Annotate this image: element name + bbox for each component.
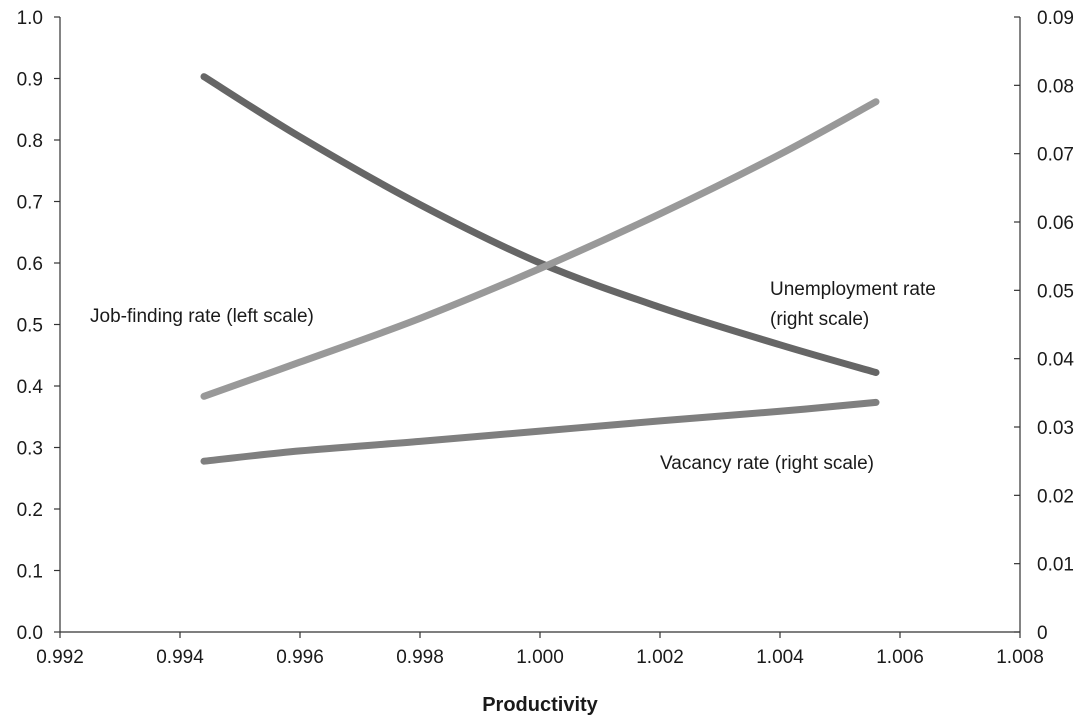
y-left-tick-label: 0.1 — [17, 562, 43, 583]
vacancy-rate-line — [200, 398, 880, 465]
vacancy-rate-label: Vacancy rate (right scale) — [660, 453, 874, 474]
chart-series — [200, 73, 880, 465]
y-left-tick-label: 0.5 — [17, 316, 43, 337]
y-right-tick-label: 0.05 — [1037, 281, 1074, 302]
y-right-tick-label: 0.09 — [1037, 8, 1074, 29]
y-left-tick-label: 0.7 — [17, 193, 43, 214]
y-left-tick-label: 1.0 — [17, 8, 43, 29]
y-left-tick-label: 0.2 — [17, 500, 43, 521]
y-right-tick-label: 0 — [1037, 623, 1048, 644]
y-right-tick-label: 0.01 — [1037, 555, 1074, 576]
y-right-tick-label: 0.04 — [1037, 350, 1074, 371]
x-tick-label: 1.002 — [636, 647, 684, 668]
x-tick-label: 1.004 — [756, 647, 804, 668]
x-tick-label: 1.000 — [516, 647, 564, 668]
job-finding-rate-line — [200, 73, 880, 376]
y-right-tick-label: 0.03 — [1037, 418, 1074, 439]
x-tick-label: 1.008 — [996, 647, 1044, 668]
x-axis-title: Productivity — [482, 694, 598, 716]
y-right-tick-label: 0.08 — [1037, 76, 1074, 97]
unemployment-rate-line — [200, 98, 880, 400]
unemployment-rate-label-line-2: (right scale) — [770, 309, 869, 330]
job-finding-rate-label: Job-finding rate (left scale) — [90, 306, 314, 327]
x-tick-label: 0.992 — [36, 647, 84, 668]
y-left-tick-label: 0.6 — [17, 254, 43, 275]
y-right-tick-label: 0.07 — [1037, 145, 1074, 166]
y-left-tick-label: 0.9 — [17, 70, 43, 91]
x-tick-label: 0.994 — [156, 647, 204, 668]
unemployment-rate-label-line-1: Unemployment rate — [770, 279, 936, 300]
y-left-tick-label: 0.8 — [17, 131, 43, 152]
x-tick-label: 0.996 — [276, 647, 324, 668]
y-right-tick-label: 0.02 — [1037, 486, 1074, 507]
x-tick-label: 0.998 — [396, 647, 444, 668]
series-labels: Job-finding rate (left scale) Unemploymen… — [90, 279, 936, 474]
y-left-tick-label: 0.4 — [17, 377, 44, 398]
chart-axes: 0.992 0.994 0.996 0.998 1.000 1.002 1.004 1.006… — [17, 8, 1075, 668]
x-tick-label: 1.006 — [876, 647, 924, 668]
y-left-tick-label: 0.3 — [17, 439, 43, 460]
y-right-tick-label: 0.06 — [1037, 213, 1074, 234]
y-left-tick-label: 0.0 — [17, 623, 43, 644]
